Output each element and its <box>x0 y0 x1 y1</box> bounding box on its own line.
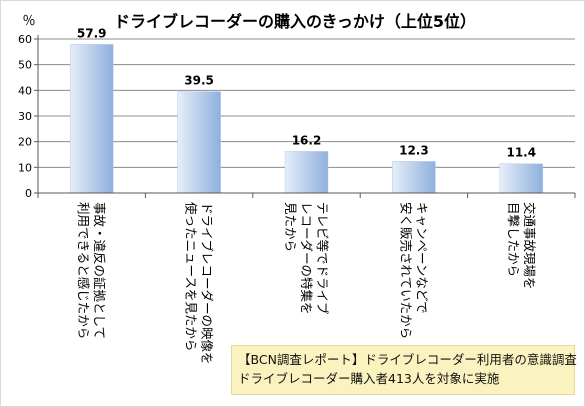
y-axis-unit-label: ％ <box>22 14 35 29</box>
category-label-line: 事故・違反の証拠として <box>92 202 107 339</box>
value-label: 57.9 <box>77 26 107 40</box>
category-label-line: 使ったニュースを見たから <box>184 202 199 351</box>
axes <box>34 35 576 198</box>
y-tick-label: 40 <box>18 84 32 97</box>
value-label: 16.2 <box>292 133 322 147</box>
bar <box>69 44 114 194</box>
y-tick-label: 10 <box>18 161 32 174</box>
category-label-line: ドライブレコーダーの映像を <box>200 202 215 365</box>
value-labels: 57.9 39.5 16.2 12.3 11.4 <box>77 26 536 159</box>
y-tick-label: 0 <box>25 187 32 200</box>
category-label-line: 安く販売されていたから <box>398 202 413 339</box>
bars <box>69 44 544 194</box>
category-label-line: キャンペーンなどで <box>414 202 429 314</box>
category-label-line: 目撃したから <box>506 202 521 277</box>
bar <box>499 163 544 194</box>
chart-title: ドライブレコーダーの購入のきっかけ（上位5位） <box>114 12 476 31</box>
gridlines <box>38 38 575 168</box>
y-tick-label: 50 <box>18 59 32 72</box>
y-tick-label: 60 <box>18 33 32 46</box>
category-label-line: 見たから <box>283 202 298 252</box>
value-label: 12.3 <box>399 143 429 157</box>
bar <box>177 91 221 194</box>
category-label-line: レコーダーの特集を <box>299 202 314 315</box>
y-tick-label: 20 <box>18 136 32 149</box>
survey-note-box: 【BCN調査レポート】ドライブレコーダー利用者の意識調査 ドライブレコーダー購入… <box>231 345 577 395</box>
category-label-line: 交通事故現場を <box>522 202 537 290</box>
value-label: 39.5 <box>184 74 214 88</box>
survey-note-line-1: 【BCN調査レポート】ドライブレコーダー利用者の意識調査 <box>238 352 577 367</box>
bar <box>392 161 436 194</box>
value-label: 11.4 <box>506 146 536 160</box>
survey-note-line-2: ドライブレコーダー購入者413人を対象に実施 <box>238 371 500 386</box>
bar <box>284 151 329 194</box>
y-axis-ticks: 0 10 20 30 40 50 60 <box>18 33 32 200</box>
category-label-line: テレビ等でドライブ <box>315 202 330 315</box>
y-tick-label: 30 <box>18 110 32 123</box>
category-label-line: 利用できると感じたから <box>76 202 91 339</box>
